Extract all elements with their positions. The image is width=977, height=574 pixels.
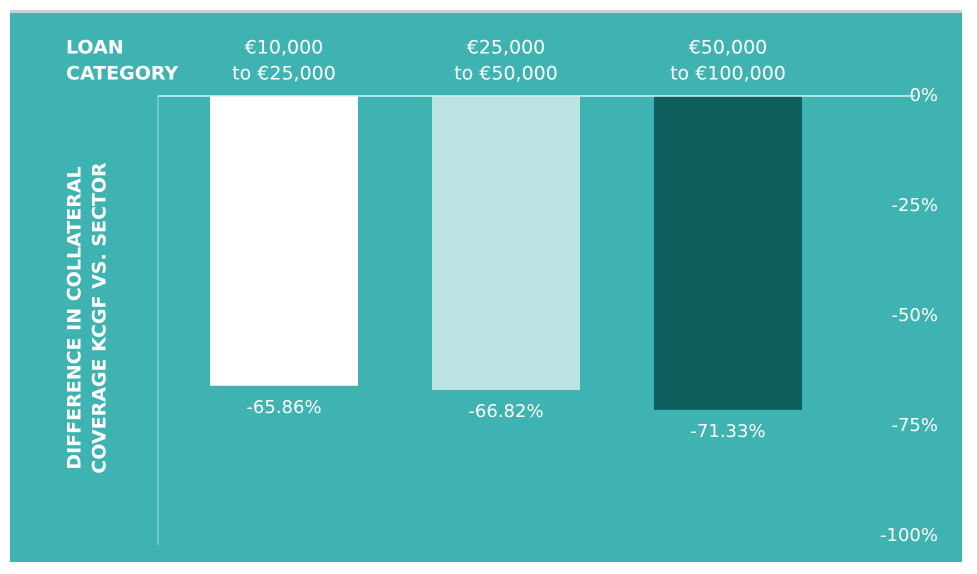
y-label: DIFFERENCE IN COLLATERAL COVERAGE KCGF V… <box>64 162 111 474</box>
y-tick-label: -75% <box>891 415 938 436</box>
x-tick-label: €25,000 <box>467 37 546 59</box>
x-tick-label: €10,000 <box>245 37 324 59</box>
y-label-line: COVERAGE KCGF VS. SECTOR <box>89 162 111 474</box>
value-label: -65.86% <box>246 397 321 418</box>
value-label: -66.82% <box>468 401 543 422</box>
y-tick-label: -25% <box>891 195 938 216</box>
x-label-line: CATEGORY <box>66 63 178 85</box>
y-label-line: DIFFERENCE IN COLLATERAL <box>64 166 86 469</box>
bar <box>654 96 802 410</box>
x-tick-label: €50,000 <box>689 37 768 59</box>
bar <box>432 96 580 391</box>
top-shadow <box>10 10 962 13</box>
x-label-line: LOAN <box>66 37 124 59</box>
value-label: -71.33% <box>690 421 765 442</box>
bar <box>210 96 358 386</box>
x-tick-label: to €25,000 <box>232 63 336 85</box>
y-tick-label: -50% <box>891 305 938 326</box>
y-tick-label: 0% <box>909 85 938 106</box>
x-tick-label: to €50,000 <box>454 63 558 85</box>
x-tick-label: to €100,000 <box>670 63 786 85</box>
y-tick-label: -100% <box>880 525 938 546</box>
